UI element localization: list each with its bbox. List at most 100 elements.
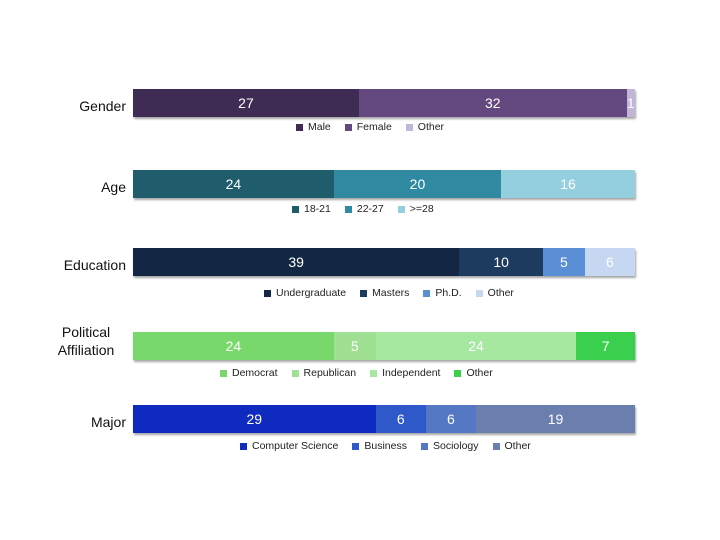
legend-item: >=28	[397, 203, 434, 215]
bar-segment: 24	[133, 332, 334, 360]
stacked-bar: 27 32 1	[133, 89, 635, 117]
legend-label: 18-21	[304, 203, 331, 215]
legend-item: Computer Science	[240, 440, 338, 452]
legend-label: Republican	[303, 367, 357, 379]
data-label: 19	[547, 411, 564, 427]
legend-item: Democrat	[220, 367, 278, 379]
bar-segment: 6	[584, 248, 635, 276]
legend-item: Undergraduate	[264, 287, 346, 299]
legend-swatch	[405, 123, 413, 131]
legend-item: Independent	[370, 367, 440, 379]
legend-label: Other	[466, 367, 493, 379]
bar-segment: 20	[333, 170, 502, 198]
legend: Computer Science Business Sociology Other	[240, 440, 531, 452]
legend: Democrat Republican Independent Other	[220, 367, 493, 379]
legend-item: 18-21	[292, 203, 331, 215]
data-label: 20	[409, 176, 426, 192]
data-label: 24	[225, 176, 242, 192]
data-label: 32	[484, 95, 501, 111]
legend-item: Other	[405, 121, 445, 133]
category-label: Age	[101, 179, 126, 195]
category-label: Major	[90, 414, 126, 430]
legend-label: Other	[487, 287, 514, 299]
stacked-bar: 24 20 16	[133, 170, 635, 198]
bar-segment: 6	[375, 405, 426, 433]
legend-label: Masters	[372, 287, 410, 299]
legend-swatch	[360, 289, 368, 297]
data-label: 7	[601, 338, 610, 354]
legend-label: Female	[356, 121, 392, 133]
legend-label: Undergraduate	[276, 287, 347, 299]
bar-segment: 27	[133, 89, 359, 117]
bar-segment: 5	[333, 332, 376, 360]
bar-segment: 6	[425, 405, 476, 433]
legend-item: Masters	[360, 287, 409, 299]
stacked-bar: 24 5 24 7	[133, 332, 635, 360]
bar-segment: 29	[133, 405, 376, 433]
legend-swatch	[291, 369, 299, 377]
legend-item: Business	[352, 440, 407, 452]
legend-item: Other	[492, 440, 531, 452]
data-label: 24	[468, 338, 484, 354]
legend: Undergraduate Masters Ph.D. Other	[264, 287, 514, 299]
legend-label: Democrat	[232, 367, 278, 379]
bar-segment: 7	[576, 332, 635, 360]
bar-segment: 32	[358, 89, 627, 117]
legend-item: Female	[344, 121, 392, 133]
bar-segment: 24	[375, 332, 577, 360]
legend-label: Ph.D.	[435, 287, 462, 299]
bar-segment: 24	[133, 170, 334, 198]
legend-item: Male	[296, 121, 331, 133]
data-label: 10	[493, 254, 509, 270]
legend-swatch	[344, 205, 352, 213]
legend: 18-21 22-27 >=28	[292, 203, 434, 215]
legend-swatch	[264, 289, 271, 297]
legend-swatch	[475, 289, 483, 297]
data-label: 5	[350, 338, 359, 354]
data-label: 16	[560, 176, 576, 192]
legend-label: 22-27	[356, 203, 384, 215]
data-label: 27	[238, 95, 254, 111]
data-label: 39	[288, 254, 304, 270]
data-label: 5	[559, 254, 568, 270]
legend-label: Sociology	[432, 440, 479, 452]
legend-swatch	[370, 369, 378, 377]
legend-swatch	[397, 205, 405, 213]
category-label: Education	[63, 257, 126, 273]
legend-swatch	[454, 369, 462, 377]
stacked-bar: 39 10 5 6	[133, 248, 635, 276]
legend-swatch	[240, 442, 247, 450]
legend-label: Business	[364, 440, 407, 452]
bar-segment: 5	[542, 248, 585, 276]
legend-label: Male	[308, 121, 331, 133]
data-label: 24	[225, 338, 242, 354]
legend-label: Other	[417, 121, 445, 133]
legend-label: Independent	[382, 367, 441, 379]
data-label: 6	[447, 411, 455, 427]
data-label: 6	[605, 254, 614, 270]
category-label: Gender	[79, 98, 126, 114]
legend-item: 22-27	[344, 203, 384, 215]
legend-label: >=28	[409, 203, 434, 215]
legend: Male Female Other	[296, 121, 444, 133]
legend-swatch	[492, 442, 500, 450]
data-label: 1	[626, 95, 635, 111]
stacked-bar: 29 6 6 19	[133, 405, 635, 433]
legend-swatch	[220, 369, 227, 377]
legend-swatch	[296, 123, 303, 131]
bar-segment: 10	[459, 248, 543, 276]
bar-segment: 1	[626, 89, 635, 117]
legend-label: Other	[504, 440, 531, 452]
legend-swatch	[292, 205, 299, 213]
category-label: Political Affiliation	[57, 324, 115, 358]
legend-swatch	[423, 289, 431, 297]
legend-swatch	[344, 123, 352, 131]
legend-item: Republican	[291, 367, 357, 379]
bar-segment: 39	[133, 248, 460, 276]
bar-segment: 16	[501, 170, 635, 198]
legend-item: Other	[454, 367, 493, 379]
bar-segment: 19	[476, 405, 635, 433]
data-label: 29	[246, 411, 263, 427]
legend-label: Computer Science	[252, 440, 339, 452]
